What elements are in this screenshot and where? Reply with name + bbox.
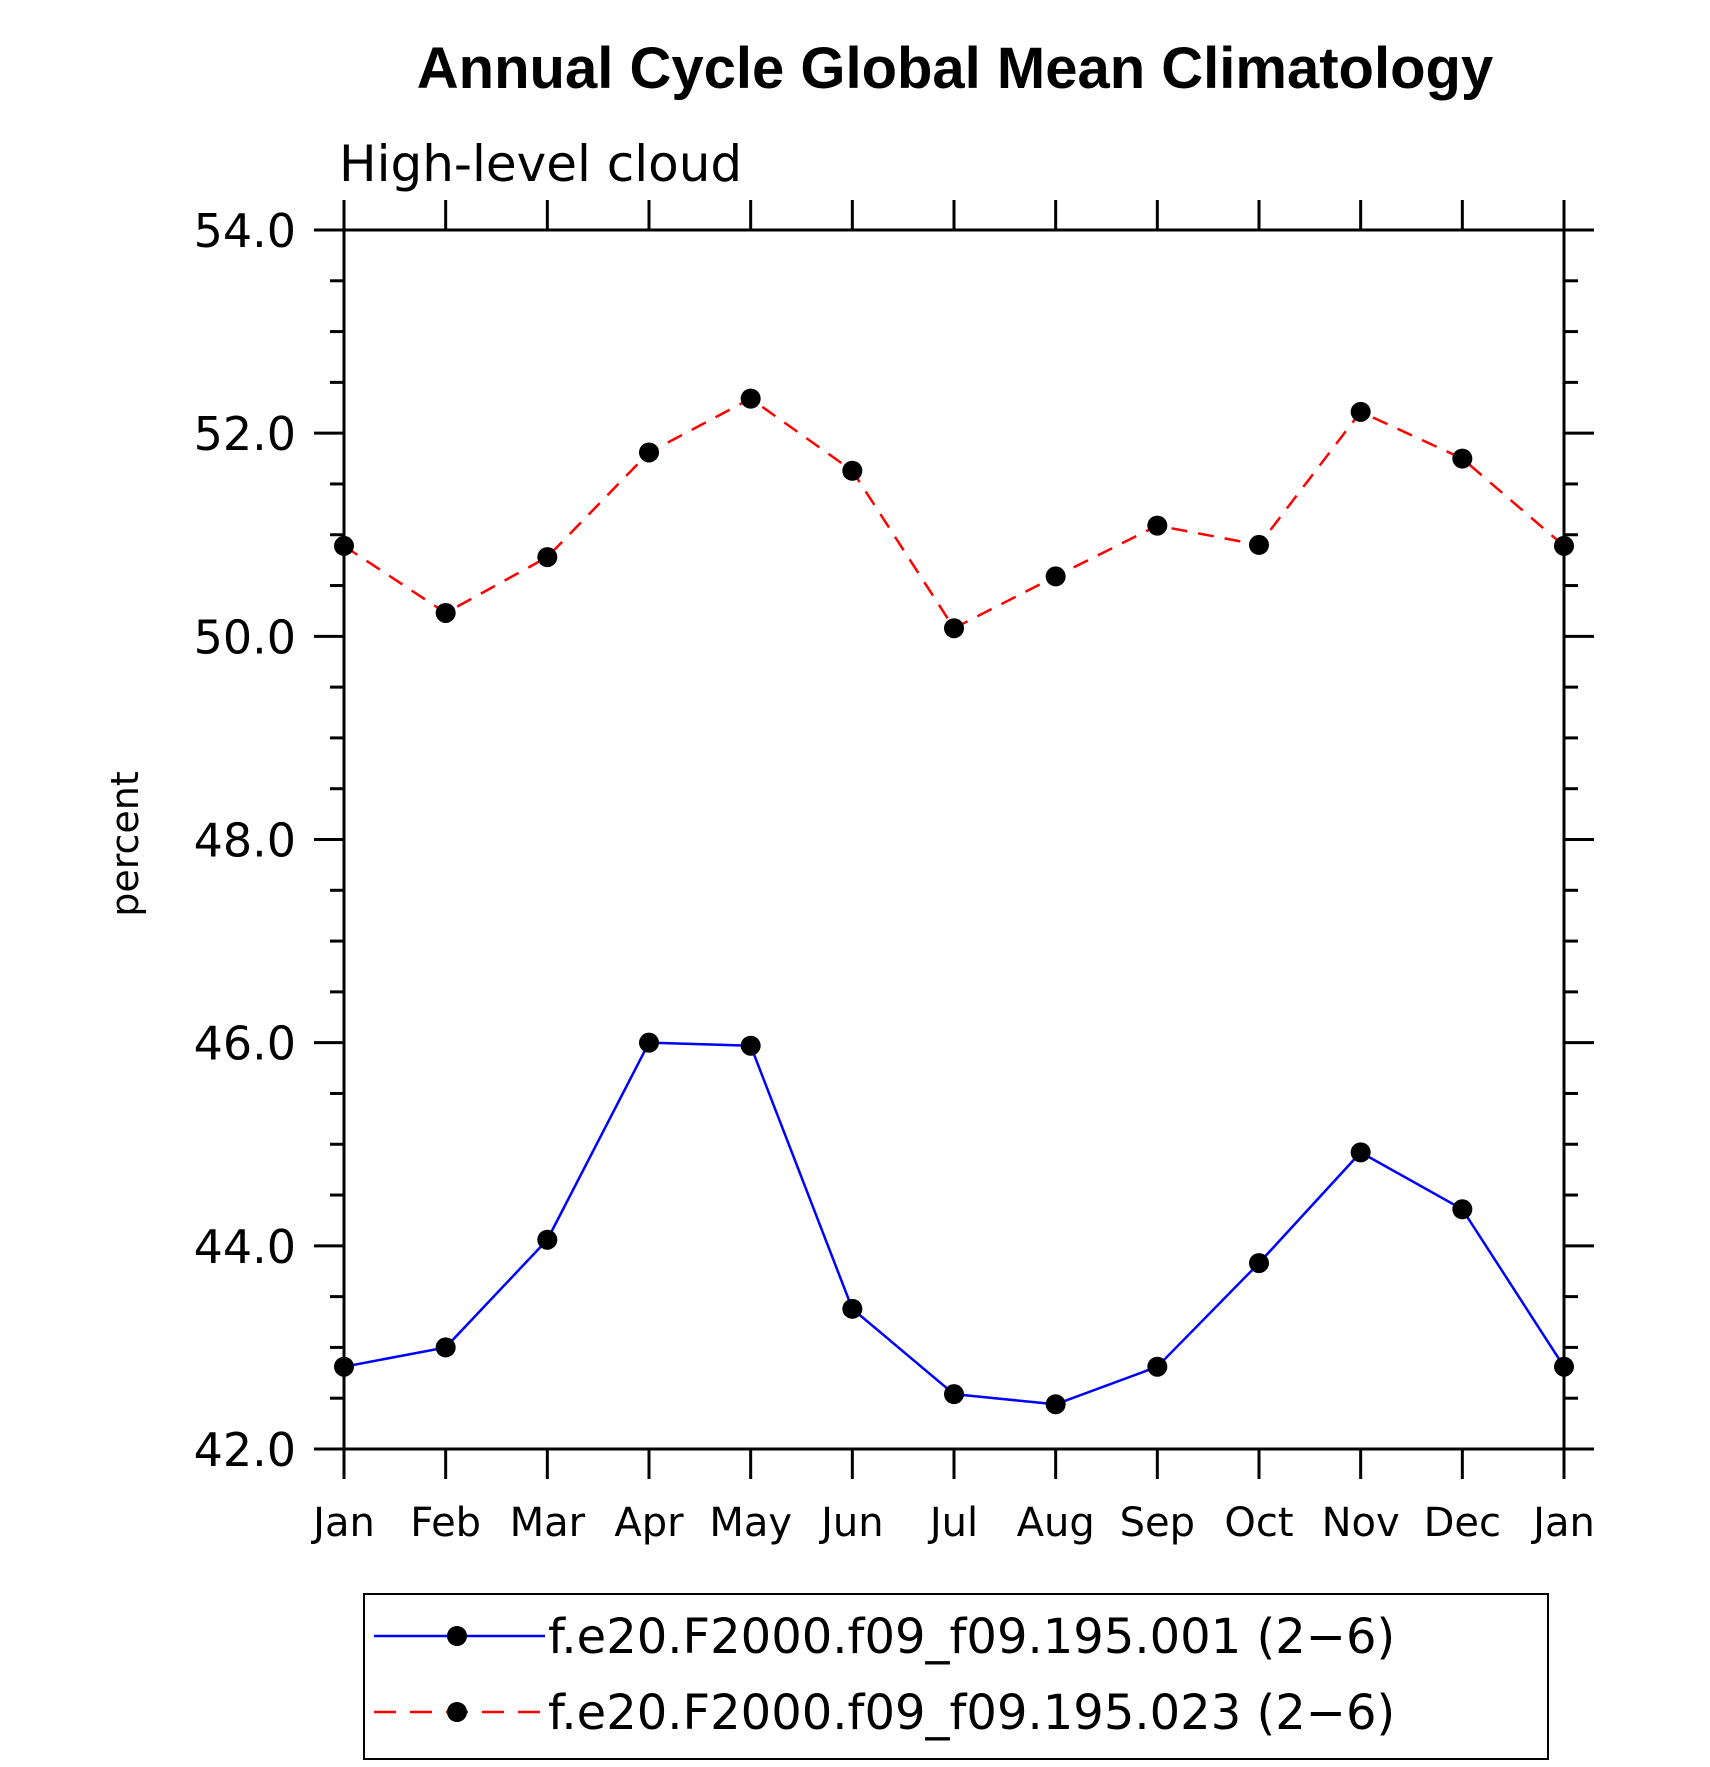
series-line-2 (343, 397, 1565, 630)
legend-marker-2 (447, 1702, 467, 1722)
data-point-series-2 (537, 547, 558, 568)
data-point-series-1 (1045, 1394, 1066, 1415)
series (334, 388, 1574, 1415)
data-point-series-1 (537, 1229, 558, 1250)
data-point-series-2 (944, 618, 964, 639)
data-point-series-2 (740, 388, 761, 409)
x-tick-label: Oct (1224, 1500, 1293, 1546)
series-line-1 (343, 1041, 1566, 1406)
data-point-series-1 (435, 1337, 456, 1358)
y-tick-label: 50.0 (194, 610, 296, 664)
x-tick-label: Jan (310, 1500, 375, 1546)
data-point-series-1 (740, 1035, 761, 1056)
data-point-series-1 (842, 1298, 863, 1319)
legend-marker-1 (447, 1626, 467, 1646)
x-ticks: Jan Feb Mar Apr May Jun Jul Aug Sep Oct Nov Dec Jan (310, 200, 1595, 1546)
y-tick-label: 48.0 (194, 814, 296, 868)
x-tick-label: Jul (927, 1500, 978, 1546)
x-tick-label: Nov (1322, 1500, 1400, 1546)
y-axis-label: percent (103, 771, 147, 917)
data-point-series-2 (1147, 515, 1168, 536)
data-point-series-2 (334, 535, 354, 556)
y-tick-label: 46.0 (194, 1017, 296, 1071)
legend-label-1: f.e20.F2000.f09_f09.195.001 (2−6) (548, 1609, 1395, 1665)
x-tick-label: Apr (614, 1500, 684, 1546)
data-point-series-2 (1350, 401, 1371, 422)
data-point-series-2 (1045, 566, 1066, 587)
y-tick-label: 42.0 (194, 1423, 296, 1477)
x-tick-label: May (709, 1500, 792, 1546)
data-point-series-2 (1249, 534, 1269, 555)
data-point-series-1 (1350, 1142, 1371, 1163)
legend: f.e20.F2000.f09_f09.195.001 (2−6) f.e20.F… (374, 1609, 1395, 1741)
y-tick-label: 54.0 (194, 204, 296, 258)
x-tick-label: Mar (510, 1500, 586, 1546)
data-point-series-2 (842, 460, 863, 481)
data-point-series-2 (1452, 448, 1473, 469)
data-point-series-1 (1452, 1199, 1473, 1220)
data-point-series-1 (1554, 1356, 1574, 1377)
x-tick-label: Aug (1017, 1500, 1095, 1546)
y-tick-label: 44.0 (194, 1220, 296, 1274)
data-point-series-1 (1147, 1356, 1168, 1377)
data-point-series-2 (1554, 535, 1574, 556)
y-ticks: 42.0 44.0 46.0 48.0 50.0 52.0 54.0 (194, 204, 1594, 1477)
x-tick-label: Jun (818, 1500, 884, 1546)
chart-subtitle: High-level cloud (339, 135, 742, 193)
data-point-series-2 (639, 442, 659, 463)
legend-label-2: f.e20.F2000.f09_f09.195.023 (2−6) (548, 1685, 1395, 1741)
x-tick-label: Sep (1120, 1500, 1195, 1546)
chart-title: Annual Cycle Global Mean Climatology (417, 36, 1493, 101)
data-point-series-2 (435, 602, 456, 623)
data-point-series-1 (639, 1032, 659, 1053)
x-tick-label: Jan (1530, 1500, 1595, 1546)
x-tick-label: Feb (410, 1500, 481, 1546)
data-point-series-1 (1249, 1253, 1269, 1274)
plot-frame (342, 228, 1566, 1451)
x-tick-label: Dec (1424, 1500, 1501, 1546)
y-tick-label: 52.0 (194, 407, 296, 461)
legend-box (363, 1593, 1549, 1760)
data-point-series-1 (334, 1356, 354, 1377)
data-point-series-1 (944, 1384, 964, 1405)
